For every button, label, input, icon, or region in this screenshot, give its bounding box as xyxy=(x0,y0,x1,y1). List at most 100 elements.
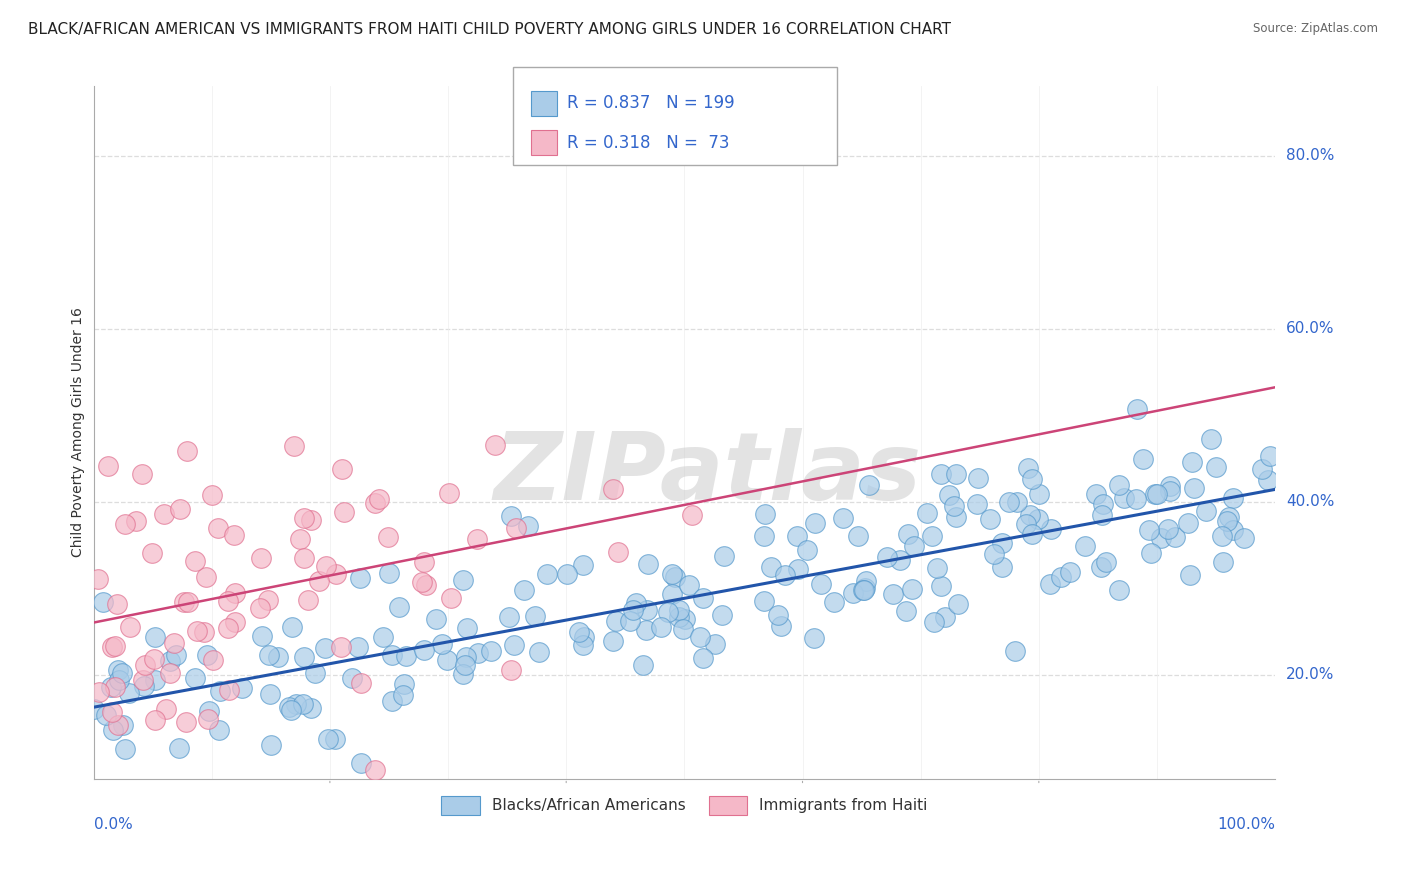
Point xyxy=(437,485,460,500)
Point xyxy=(395,648,418,663)
Point xyxy=(1028,486,1050,500)
Point xyxy=(1212,555,1234,569)
Point xyxy=(392,689,415,703)
Point xyxy=(292,550,315,565)
Point xyxy=(1125,491,1147,506)
Point xyxy=(259,648,281,663)
Point xyxy=(260,738,283,752)
Point xyxy=(529,645,551,659)
Point xyxy=(1181,455,1204,469)
Point xyxy=(292,697,315,711)
Point xyxy=(453,658,475,673)
Point xyxy=(381,648,404,662)
Point xyxy=(1143,486,1166,500)
Point xyxy=(332,462,354,476)
Point xyxy=(946,598,969,612)
Point xyxy=(606,545,628,559)
Point xyxy=(132,679,155,693)
Point xyxy=(668,609,690,624)
Point xyxy=(94,708,117,723)
Point xyxy=(1218,509,1240,524)
Point xyxy=(267,649,290,664)
Point xyxy=(1074,539,1097,553)
Point xyxy=(841,586,863,600)
Point xyxy=(1159,479,1181,493)
Point xyxy=(252,629,274,643)
Point xyxy=(1126,402,1149,417)
Point xyxy=(876,550,898,565)
Point xyxy=(250,551,273,566)
Point xyxy=(1222,523,1244,537)
Point xyxy=(853,582,876,597)
Point xyxy=(704,638,727,652)
Point xyxy=(292,510,315,524)
Point xyxy=(661,587,683,601)
Point xyxy=(377,530,399,544)
Point xyxy=(143,630,166,644)
Point xyxy=(661,567,683,582)
Point xyxy=(934,610,956,624)
Point xyxy=(304,666,326,681)
Text: 60.0%: 60.0% xyxy=(1286,321,1334,336)
Point xyxy=(636,624,658,638)
Point xyxy=(853,581,876,595)
Point xyxy=(350,756,373,771)
Point xyxy=(602,482,624,496)
Point xyxy=(572,638,595,652)
Point xyxy=(513,583,536,598)
Y-axis label: Child Poverty Among Girls Under 16: Child Poverty Among Girls Under 16 xyxy=(72,308,86,558)
Point xyxy=(315,559,337,574)
Point xyxy=(110,666,132,681)
Point xyxy=(436,653,458,667)
Point xyxy=(657,605,679,619)
Point xyxy=(754,594,776,608)
Point xyxy=(134,657,156,672)
Point xyxy=(501,508,523,523)
Point xyxy=(371,630,394,644)
Point xyxy=(456,649,478,664)
Point xyxy=(673,612,696,626)
Point xyxy=(889,553,911,567)
Point xyxy=(631,658,654,673)
Point xyxy=(217,621,239,635)
Point xyxy=(927,561,949,575)
Point xyxy=(231,681,253,695)
Point xyxy=(991,560,1014,574)
Point xyxy=(101,723,124,737)
Point xyxy=(810,577,832,591)
Point xyxy=(1028,512,1050,526)
Point xyxy=(105,597,128,611)
Legend: Blacks/African Americans, Immigrants from Haiti: Blacks/African Americans, Immigrants fro… xyxy=(437,791,932,820)
Point xyxy=(176,443,198,458)
Point xyxy=(637,557,659,571)
Point xyxy=(1091,508,1114,523)
Point xyxy=(364,496,387,510)
Point xyxy=(929,467,952,482)
Point xyxy=(299,701,322,715)
Point xyxy=(1156,522,1178,536)
Point xyxy=(1021,472,1043,486)
Point xyxy=(415,577,437,591)
Point xyxy=(111,717,134,731)
Point xyxy=(256,593,278,607)
Point xyxy=(152,507,174,521)
Point xyxy=(288,532,311,546)
Text: R = 0.318   N =  73: R = 0.318 N = 73 xyxy=(567,134,730,152)
Point xyxy=(619,615,641,629)
Point xyxy=(945,510,967,524)
Point xyxy=(333,505,356,519)
Point xyxy=(1205,459,1227,474)
Point xyxy=(195,570,218,584)
Point xyxy=(769,618,792,632)
Point xyxy=(979,511,1001,525)
Point xyxy=(574,630,596,644)
Point xyxy=(915,506,938,520)
Point xyxy=(1007,495,1029,509)
Point xyxy=(536,566,558,581)
Point xyxy=(314,641,336,656)
Text: R = 0.837   N = 199: R = 0.837 N = 199 xyxy=(567,95,734,112)
Point xyxy=(1085,487,1108,501)
Point xyxy=(342,671,364,685)
Point xyxy=(224,615,246,630)
Point xyxy=(114,741,136,756)
